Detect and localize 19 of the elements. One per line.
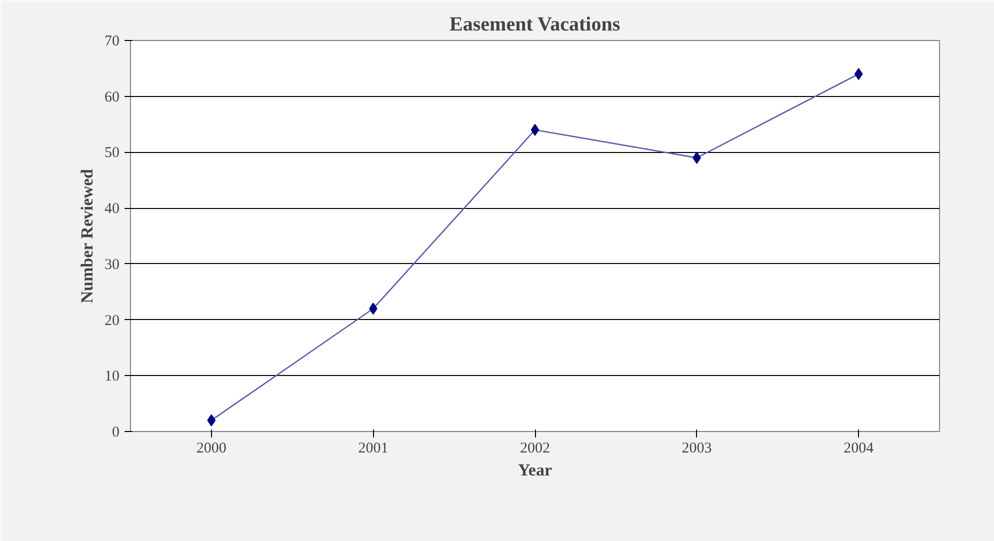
y-tick-label: 40: [104, 201, 120, 218]
x-axis-title: Year: [518, 460, 552, 480]
point: [854, 68, 863, 80]
y-axis-title: Number Reviewed: [78, 168, 96, 304]
x-tick-label: 2001: [358, 440, 388, 456]
x-tick-label: 2004: [844, 440, 874, 456]
y-tick-label: 0: [112, 424, 120, 440]
y-tick-label: 70: [104, 34, 120, 50]
y-tick-label: 10: [104, 368, 120, 385]
x-tick-label: 2003: [682, 440, 712, 456]
chart-title: Easement Vacations: [450, 14, 620, 36]
x-tick-label: 2002: [520, 440, 550, 456]
point: [207, 414, 216, 426]
y-tick-label: 30: [104, 256, 120, 273]
y-tick-label: 50: [104, 145, 120, 162]
y-tick-label: 60: [104, 89, 120, 106]
point: [530, 124, 540, 136]
y-tick-label: 20: [104, 312, 120, 329]
x-tick-label: 2000: [196, 440, 226, 456]
